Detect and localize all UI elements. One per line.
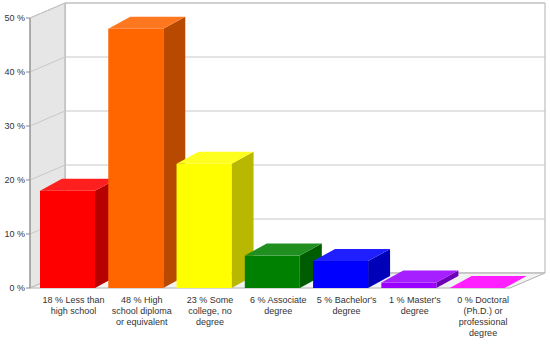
bar-top	[177, 152, 254, 164]
grid-line	[30, 165, 545, 180]
bar-front	[381, 283, 436, 288]
tick-mark	[26, 288, 30, 289]
tick-mark	[26, 180, 30, 181]
bar-front	[313, 261, 368, 288]
tick-label: 50 %	[4, 13, 25, 23]
grid-line	[30, 57, 545, 72]
tick-mark	[26, 72, 30, 73]
category-label: 23 % Somecollege, nodegree	[187, 295, 234, 327]
bar	[245, 244, 322, 288]
bars	[40, 17, 527, 288]
bar-front	[177, 164, 232, 288]
bar-top	[450, 276, 527, 288]
bar-top	[245, 244, 322, 256]
bar	[177, 152, 254, 288]
bar-top	[381, 271, 458, 283]
tick-label: 10 %	[4, 229, 25, 239]
bar-top	[108, 17, 185, 29]
bar	[381, 271, 458, 288]
tick-label: 30 %	[4, 121, 25, 131]
bar	[450, 276, 527, 288]
y-axis	[30, 18, 31, 288]
tick-mark	[26, 234, 30, 235]
tick-mark	[26, 18, 30, 19]
tick-mark	[26, 126, 30, 127]
bar-front	[245, 256, 300, 288]
category-label: 1 % Master'sdegree	[389, 295, 441, 316]
bar	[313, 249, 390, 288]
bar-front	[450, 288, 505, 289]
chart: 0 % 10 % 20 % 30 % 40 % 50 % 18 % Less thanhig…	[0, 0, 550, 350]
tick-label: 0 %	[9, 283, 25, 293]
bar-top	[40, 179, 117, 191]
bar	[108, 17, 185, 288]
bar-front	[40, 191, 95, 288]
grid-line	[30, 3, 545, 18]
category-label: 6 % Associatedegree	[250, 295, 307, 316]
tick-label: 20 %	[4, 175, 25, 185]
category-label: 0 % Doctoral(Ph.D.) orprofessionaldegree	[457, 295, 509, 338]
category-label: 5 % Bachelor'sdegree	[317, 295, 377, 316]
grid-line	[30, 111, 545, 126]
bar-top	[313, 249, 390, 261]
category-label: 48 % Highschool diplomaor equivalent	[112, 295, 172, 327]
tick-label: 40 %	[4, 67, 25, 77]
category-label: 18 % Less thanhigh school	[42, 295, 104, 316]
bar-front	[108, 29, 163, 288]
bar	[40, 179, 117, 288]
